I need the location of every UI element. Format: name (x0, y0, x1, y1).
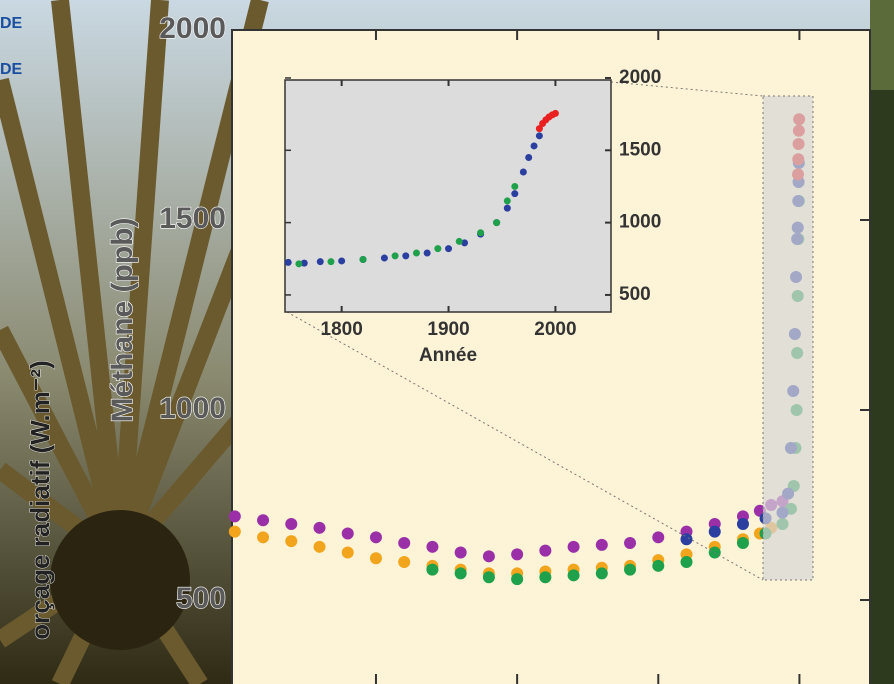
inset-plot-area (285, 80, 611, 312)
data-point (652, 560, 664, 572)
data-point (493, 219, 500, 226)
y-tick-label: 500 (619, 284, 651, 305)
data-point (504, 197, 511, 204)
data-point (285, 535, 297, 547)
roof-hub (50, 510, 190, 650)
data-point (370, 552, 382, 564)
data-point (257, 531, 269, 543)
data-point (652, 531, 664, 543)
data-point (398, 537, 410, 549)
data-point (370, 531, 382, 543)
x-tick-label: 1900 (427, 319, 469, 340)
slide-label: DE (0, 61, 23, 78)
data-point (536, 132, 543, 139)
data-point (327, 258, 334, 265)
y-tick-label: 1500 (619, 139, 661, 160)
data-point (511, 573, 523, 585)
data-point (511, 190, 518, 197)
y-tick-label: 1000 (159, 392, 226, 425)
data-point (681, 533, 693, 545)
data-point (539, 571, 551, 583)
x-axis-label: Année (419, 345, 477, 366)
data-point (568, 541, 580, 553)
y-tick-label: 500 (176, 582, 226, 615)
data-point (709, 526, 721, 538)
data-point (285, 259, 292, 266)
foliage (870, 0, 894, 684)
data-point (596, 567, 608, 579)
data-point (504, 205, 511, 212)
data-point (338, 257, 345, 264)
x-tick-label: 2000 (534, 319, 576, 340)
data-point (455, 567, 467, 579)
data-point (445, 245, 452, 252)
slide: DE DE orçage radiatif (W.m⁻²) Méthane (p… (0, 0, 894, 684)
y-tick-label: 1500 (159, 202, 226, 235)
y-axis-label: Méthane (ppb) (106, 218, 139, 423)
data-point (342, 547, 354, 559)
y-tick-label: 2000 (619, 67, 661, 88)
data-point (285, 518, 297, 530)
foliage (870, 0, 894, 90)
data-point (314, 522, 326, 534)
data-point (483, 571, 495, 583)
side-label: orçage radiatif (W.m⁻²) (25, 360, 55, 640)
data-point (737, 518, 749, 530)
data-point (424, 249, 431, 256)
zoom-box (763, 96, 813, 580)
data-point (317, 258, 324, 265)
data-point (568, 569, 580, 581)
slide-label: DE (0, 15, 23, 32)
data-point (511, 548, 523, 560)
data-point (456, 238, 463, 245)
data-point (229, 526, 241, 538)
data-point (426, 541, 438, 553)
data-point (552, 110, 559, 117)
data-point (624, 564, 636, 576)
data-point (477, 229, 484, 236)
data-point (511, 183, 518, 190)
data-point (531, 142, 538, 149)
data-point (342, 528, 354, 540)
data-point (426, 564, 438, 576)
data-point (360, 256, 367, 263)
data-point (413, 249, 420, 256)
data-point (402, 252, 409, 259)
data-point (314, 541, 326, 553)
data-point (381, 255, 388, 262)
data-point (539, 545, 551, 557)
data-point (483, 550, 495, 562)
data-point (596, 539, 608, 551)
data-point (455, 547, 467, 559)
data-point (257, 514, 269, 526)
data-point (520, 168, 527, 175)
data-point (624, 537, 636, 549)
data-point (398, 556, 410, 568)
data-point (392, 252, 399, 259)
data-point (681, 556, 693, 568)
data-point (525, 154, 532, 161)
data-point (737, 537, 749, 549)
y-tick-label: 1000 (619, 212, 661, 233)
data-point (434, 245, 441, 252)
data-point (295, 260, 302, 267)
data-point (229, 510, 241, 522)
y-tick-label: 2000 (159, 12, 226, 45)
x-tick-label: 1800 (321, 319, 363, 340)
